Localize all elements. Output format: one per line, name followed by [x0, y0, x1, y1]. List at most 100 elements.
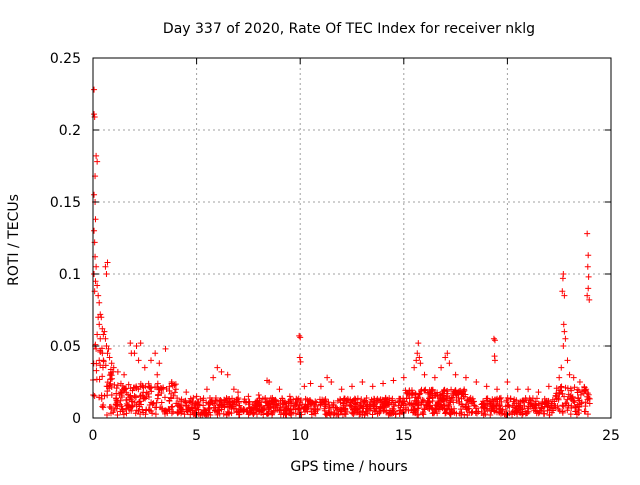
data-point — [93, 263, 100, 270]
data-point — [255, 400, 262, 407]
data-point — [123, 396, 130, 403]
data-point — [193, 393, 200, 400]
data-point — [561, 393, 568, 400]
data-point — [447, 399, 454, 406]
data-point — [276, 386, 283, 393]
data-point — [354, 395, 361, 402]
data-point — [410, 406, 417, 413]
data-point — [510, 398, 517, 405]
data-point — [93, 345, 100, 352]
data-points — [90, 86, 593, 419]
data-point — [584, 292, 591, 299]
data-point — [287, 400, 294, 407]
data-point — [413, 357, 420, 364]
data-point — [464, 412, 471, 419]
data-point — [214, 364, 221, 371]
data-point — [370, 395, 377, 402]
data-point — [229, 399, 236, 406]
y-tick-label: 0.15 — [50, 195, 81, 211]
data-point — [419, 396, 426, 403]
data-point — [224, 408, 231, 415]
data-point — [563, 399, 570, 406]
data-point — [135, 357, 142, 364]
data-point — [509, 411, 516, 418]
data-point — [381, 403, 388, 410]
data-point — [577, 391, 584, 398]
data-point — [349, 410, 356, 417]
data-point — [97, 335, 104, 342]
data-point — [188, 398, 195, 405]
data-point — [369, 383, 376, 390]
data-point — [297, 334, 304, 341]
data-point — [438, 364, 445, 371]
data-point — [541, 410, 548, 417]
data-point — [152, 411, 159, 418]
data-point — [386, 409, 393, 416]
data-point — [125, 381, 132, 388]
chart-title: Day 337 of 2020, Rate Of TEC Index for r… — [163, 21, 535, 37]
y-axis-label: ROTI / TECUs — [6, 194, 22, 286]
data-point — [310, 400, 317, 407]
data-point — [470, 398, 477, 405]
data-point — [586, 296, 593, 303]
data-point — [255, 391, 262, 398]
data-point — [538, 405, 545, 412]
data-point — [566, 371, 573, 378]
data-point — [94, 158, 101, 165]
data-point — [372, 408, 379, 415]
data-point — [154, 384, 161, 391]
data-point — [447, 410, 454, 417]
data-point — [304, 401, 311, 408]
data-point — [360, 403, 367, 410]
data-point — [553, 393, 560, 400]
data-point — [437, 392, 444, 399]
data-point — [467, 397, 474, 404]
data-point — [295, 406, 302, 413]
data-point — [212, 397, 219, 404]
data-point — [338, 407, 345, 414]
data-point — [119, 386, 126, 393]
data-point — [328, 408, 335, 415]
data-point — [519, 411, 526, 418]
data-point — [504, 398, 511, 405]
data-point — [117, 397, 124, 404]
data-point — [247, 405, 254, 412]
data-point — [350, 404, 357, 411]
data-point — [287, 406, 294, 413]
data-point — [106, 403, 113, 410]
x-tick-label: 20 — [498, 428, 516, 444]
data-point — [411, 397, 418, 404]
data-point — [253, 411, 260, 418]
data-point — [307, 380, 314, 387]
data-point — [350, 398, 357, 405]
data-point — [141, 364, 148, 371]
data-point — [514, 386, 521, 393]
data-point — [321, 400, 328, 407]
data-point — [325, 410, 332, 417]
data-point — [434, 393, 441, 400]
data-point — [340, 400, 347, 407]
grid-lines — [93, 58, 611, 418]
data-point — [421, 406, 428, 413]
data-point — [567, 411, 574, 418]
data-point — [100, 402, 107, 409]
data-point — [381, 398, 388, 405]
data-point — [230, 386, 237, 393]
data-point — [561, 292, 568, 299]
data-point — [406, 387, 413, 394]
data-point — [356, 402, 363, 409]
data-point — [131, 350, 138, 357]
data-point — [145, 390, 152, 397]
data-point — [121, 371, 128, 378]
data-point — [535, 400, 542, 407]
data-point — [161, 394, 168, 401]
x-tick-label: 5 — [192, 428, 201, 444]
data-point — [421, 387, 428, 394]
data-point — [237, 406, 244, 413]
data-point — [211, 407, 218, 414]
data-point — [127, 340, 134, 347]
data-point — [532, 398, 539, 405]
data-point — [420, 411, 427, 418]
data-point — [386, 395, 393, 402]
data-point — [94, 282, 101, 289]
